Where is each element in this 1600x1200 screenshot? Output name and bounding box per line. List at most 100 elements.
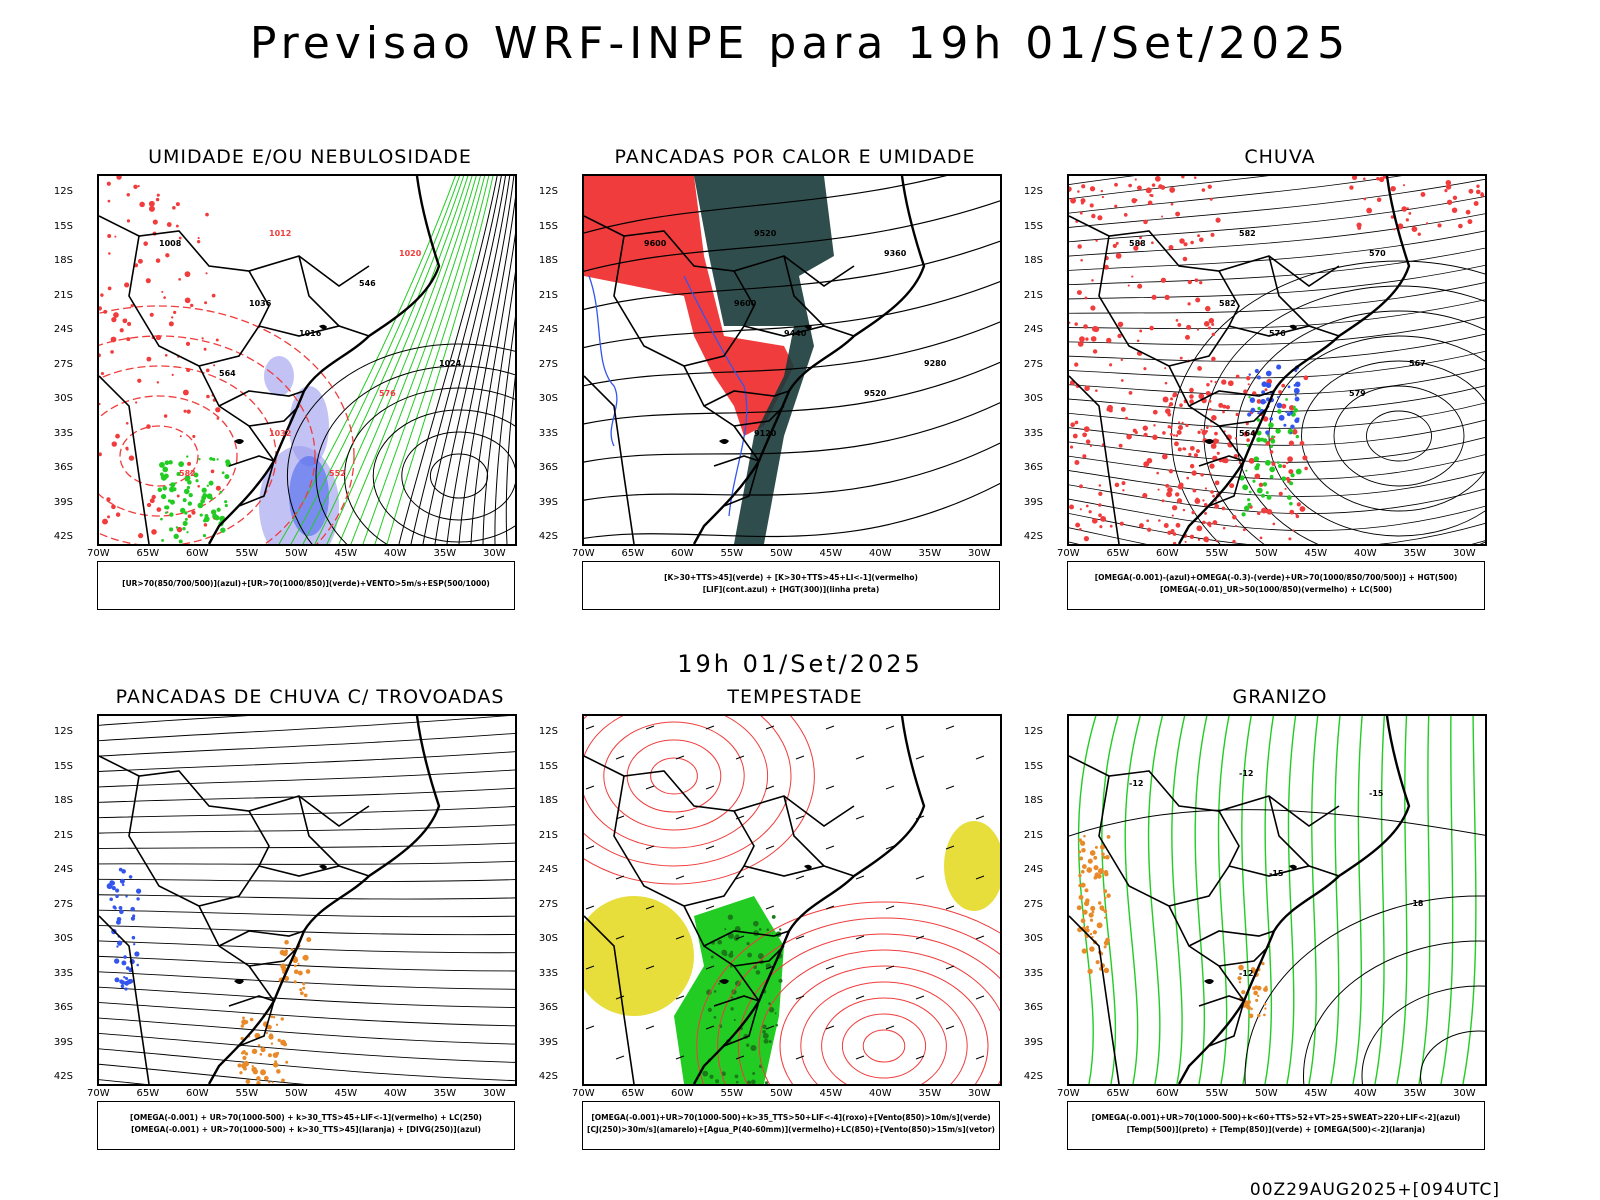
map-layer: 1008 1012 1016 1020 1024 1032 1036 576 564 552 546… (99, 176, 515, 544)
weather-map: -12 -12 -15 -15 -18 -12 (1067, 714, 1487, 1086)
lat-tick-label: 18S (1023, 255, 1043, 266)
lon-tick-label: 60W (186, 548, 209, 559)
lon-tick-label: 50W (285, 548, 308, 559)
contour-label: 546 (359, 279, 376, 288)
legend-line: [CJ(250)>30m/s](amarelo)+[Agua_P(40-60mm… (587, 1125, 995, 1134)
lon-tick-label: 65W (1106, 548, 1130, 559)
map-layer: -12 -12 -15 -15 -18 -12 (1069, 716, 1485, 1084)
lon-tick-label: 65W (621, 1088, 645, 1099)
legend-line: [OMEGA(-0.001)-(azul)+OMEGA(-0.3)-(verde… (1094, 573, 1458, 582)
contour-label: 564 (219, 369, 236, 378)
contour-label: 579 (1349, 389, 1366, 398)
legend-line: [LIF](cont.azul) + [HGT(300)](linha pret… (702, 585, 880, 594)
state-border (683, 325, 855, 367)
contour-label: 1024 (439, 359, 462, 368)
contour-label: 9280 (924, 359, 947, 368)
lat-tick-label: 12S (53, 726, 73, 737)
state-border (1198, 995, 1245, 1047)
lat-tick-label: 30S (538, 933, 558, 944)
state-border (1218, 810, 1240, 867)
state-border (99, 915, 150, 1084)
state-border (218, 930, 305, 947)
lat-tick-label: 24S (1023, 864, 1043, 875)
legend-box: [OMEGA(-0.001)+UR>70(1000-500)+k<60+TTS>… (1067, 1101, 1485, 1150)
run-info-label: 00Z29AUG2025+[094UTC] (1249, 1180, 1500, 1200)
panel-title: TEMPESTADE (727, 686, 863, 708)
state-border (248, 810, 270, 867)
contour-label: 9520 (754, 229, 777, 238)
state-border (584, 215, 855, 287)
state-border (1188, 390, 1275, 407)
lat-tick-label: 21S (1023, 829, 1043, 841)
lon-tick-label: 50W (770, 548, 793, 559)
lat-tick-label: 33S (1023, 427, 1043, 439)
lat-tick-label: 15S (53, 220, 73, 232)
lat-tick-label: 30S (53, 393, 73, 404)
lon-tick-label: 55W (720, 1088, 744, 1099)
lon-tick-label: 45W (1304, 1088, 1328, 1099)
panel-title: PANCADAS POR CALOR E UMIDADE (614, 146, 976, 168)
panel-umidade: UMIDADE E/OU NEBULOSIDADE 1008 1012 1016 102… (54, 146, 535, 616)
lat-tick-label: 12S (538, 186, 558, 197)
state-border (99, 375, 150, 544)
lon-tick-label: 55W (235, 1088, 259, 1099)
contour-label: 582 (1239, 229, 1256, 238)
lat-tick-label: 42S (53, 531, 73, 542)
lon-tick-label: 60W (671, 1088, 694, 1099)
lat-tick-label: 33S (538, 427, 558, 439)
state-border (1069, 915, 1120, 1084)
lat-tick-label: 39S (53, 496, 73, 508)
forecast-time-label: 19h 01/Set/2025 (677, 650, 923, 678)
state-border (703, 930, 790, 947)
lat-tick-label: 15S (1023, 220, 1043, 232)
lon-tick-label: 70W (572, 548, 595, 559)
state-border (703, 390, 790, 407)
lat-tick-label: 18S (1023, 795, 1043, 806)
lat-tick-label: 33S (53, 967, 73, 979)
lon-tick-label: 45W (334, 548, 358, 559)
coastline (692, 176, 926, 544)
legend-line: [Temp(500)](preto) + [Temp(850)](verde) … (1126, 1125, 1426, 1134)
lon-tick-label: 60W (1156, 1088, 1179, 1099)
map-layer (584, 716, 1000, 1084)
panel-title: PANCADAS DE CHUVA C/ TROVOADAS (115, 686, 505, 708)
lat-tick-label: 42S (1023, 1071, 1043, 1082)
state-border (733, 405, 785, 427)
legend-line: [K>30+TTS>45](verde) + [K>30+TTS>45+LI<-… (664, 573, 918, 582)
lat-tick-label: 36S (1023, 1002, 1043, 1013)
lon-tick-label: 40W (384, 1088, 407, 1099)
lat-tick-label: 27S (538, 898, 558, 910)
weather-map: 9600 9520 9440 9360 9280 9120 9600 9520 (582, 174, 1002, 546)
lat-tick-label: 42S (538, 1071, 558, 1082)
coastline (692, 716, 926, 1084)
contour-label: -12 (1239, 969, 1253, 978)
lat-tick-label: 36S (538, 1002, 558, 1013)
lon-tick-label: 40W (869, 548, 892, 559)
state-border (298, 255, 340, 327)
state-border (1168, 325, 1340, 367)
lat-tick-label: 39S (538, 1036, 558, 1048)
map-layer (99, 716, 515, 1084)
state-border (248, 270, 270, 327)
contour-label: 1036 (249, 299, 272, 308)
lat-tick-label: 30S (1023, 393, 1043, 404)
coastline (207, 176, 441, 544)
lon-tick-label: 50W (285, 1088, 308, 1099)
contour-label: 1020 (399, 249, 422, 258)
lon-tick-label: 65W (621, 548, 645, 559)
lat-tick-label: 24S (53, 864, 73, 875)
contour-label: 576 (379, 389, 396, 398)
lon-tick-label: 50W (1255, 548, 1278, 559)
lon-tick-label: 45W (334, 1088, 358, 1099)
lon-tick-label: 70W (1057, 1088, 1080, 1099)
lon-tick-label: 60W (186, 1088, 209, 1099)
contour-label: 9600 (644, 239, 667, 248)
lon-tick-label: 65W (136, 548, 160, 559)
lat-tick-label: 12S (538, 726, 558, 737)
state-border (1069, 215, 1340, 287)
lon-tick-label: 35W (433, 548, 457, 559)
lat-tick-label: 18S (53, 255, 73, 266)
coastline (1177, 716, 1411, 1084)
contour-label: 576 (1269, 329, 1286, 338)
panel-title: GRANIZO (1232, 686, 1328, 708)
